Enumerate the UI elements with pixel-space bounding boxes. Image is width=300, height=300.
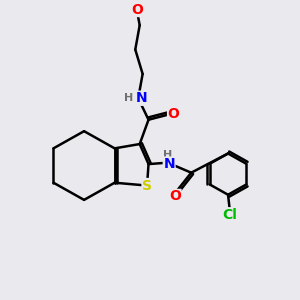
Text: O: O [169,189,181,203]
Text: N: N [135,91,147,105]
Text: N: N [163,157,175,171]
Text: H: H [163,150,172,160]
Text: Cl: Cl [222,208,237,222]
Text: H: H [124,93,134,103]
Text: O: O [131,2,143,16]
Text: O: O [168,107,179,121]
Text: S: S [142,178,152,193]
